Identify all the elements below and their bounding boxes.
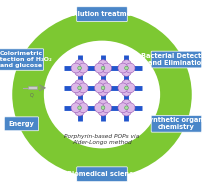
Text: Biomedical science: Biomedical science: [67, 171, 137, 177]
Circle shape: [94, 63, 104, 73]
Circle shape: [118, 63, 128, 73]
Circle shape: [98, 106, 108, 116]
Circle shape: [101, 106, 105, 110]
Circle shape: [118, 83, 128, 93]
FancyBboxPatch shape: [0, 49, 44, 70]
Ellipse shape: [44, 41, 160, 148]
Circle shape: [78, 86, 81, 90]
Circle shape: [71, 83, 81, 93]
Circle shape: [118, 103, 128, 113]
Circle shape: [78, 106, 81, 110]
Circle shape: [125, 106, 128, 110]
FancyBboxPatch shape: [28, 86, 37, 89]
Circle shape: [78, 63, 88, 73]
Circle shape: [94, 83, 104, 93]
Circle shape: [98, 86, 108, 96]
Circle shape: [71, 63, 81, 73]
Circle shape: [102, 83, 112, 93]
Circle shape: [98, 80, 108, 89]
Circle shape: [78, 103, 88, 113]
Ellipse shape: [12, 11, 192, 178]
Circle shape: [101, 66, 105, 70]
Circle shape: [78, 66, 81, 70]
Circle shape: [125, 86, 128, 90]
Circle shape: [71, 103, 81, 113]
Circle shape: [101, 86, 105, 90]
FancyBboxPatch shape: [4, 117, 39, 131]
Circle shape: [122, 99, 131, 109]
Text: Synthetic organic
chemistry: Synthetic organic chemistry: [144, 117, 204, 130]
Circle shape: [102, 63, 112, 73]
Circle shape: [98, 60, 108, 70]
Text: Energy: Energy: [9, 121, 34, 127]
Circle shape: [125, 83, 135, 93]
Circle shape: [94, 103, 104, 113]
FancyBboxPatch shape: [77, 167, 127, 182]
Text: Colorimetric
detection of H₂O₂
and glucose: Colorimetric detection of H₂O₂ and gluco…: [0, 51, 52, 68]
Circle shape: [122, 86, 131, 96]
Circle shape: [98, 99, 108, 109]
FancyBboxPatch shape: [77, 7, 127, 22]
Circle shape: [75, 106, 84, 116]
Text: Q: Q: [30, 92, 34, 97]
Circle shape: [75, 99, 84, 109]
Circle shape: [125, 66, 128, 70]
Circle shape: [102, 103, 112, 113]
Circle shape: [122, 60, 131, 70]
Circle shape: [122, 67, 131, 76]
Circle shape: [122, 106, 131, 116]
FancyBboxPatch shape: [151, 115, 202, 132]
Text: Pollution treatment: Pollution treatment: [65, 11, 139, 17]
Circle shape: [75, 67, 84, 76]
Circle shape: [75, 86, 84, 96]
Circle shape: [78, 83, 88, 93]
Circle shape: [125, 103, 135, 113]
Text: Bacterial Detection
and Elimination: Bacterial Detection and Elimination: [141, 53, 204, 66]
FancyBboxPatch shape: [151, 51, 202, 68]
Circle shape: [122, 80, 131, 89]
Circle shape: [125, 63, 135, 73]
Circle shape: [75, 80, 84, 89]
Text: Porphyrin-based POPs via
Alder-Longo method: Porphyrin-based POPs via Alder-Longo met…: [64, 134, 140, 146]
Circle shape: [75, 60, 84, 70]
Circle shape: [98, 67, 108, 76]
